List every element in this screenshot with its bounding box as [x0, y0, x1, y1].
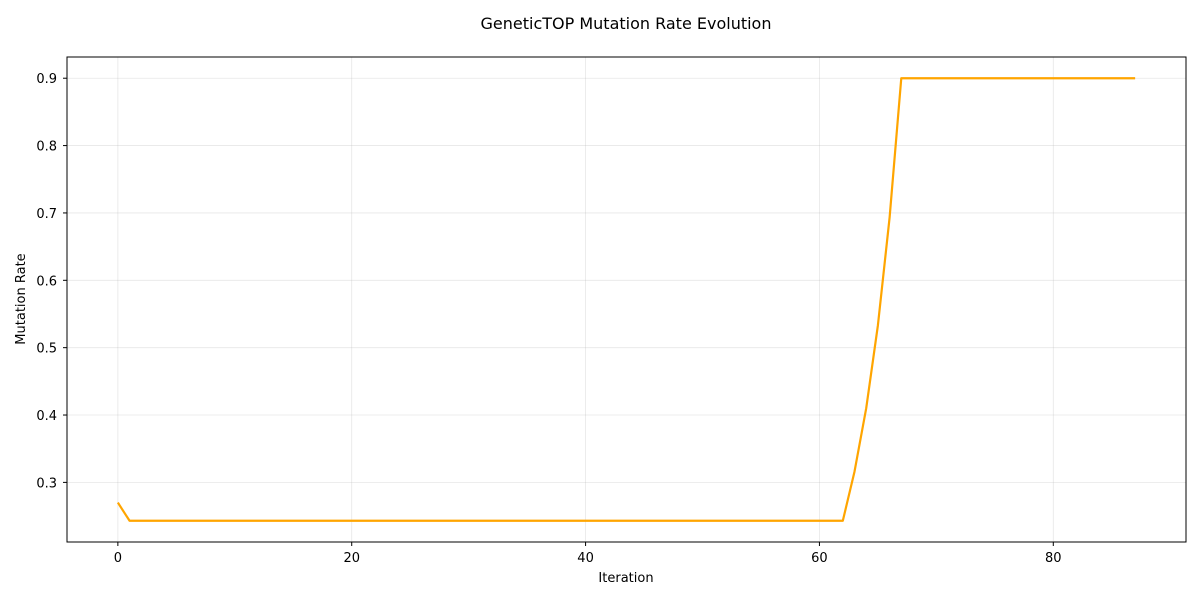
ticks: 0 20 40 60 80 0.3 0.4 0.5 0.6 0.7 0.8 0.9 — [36, 72, 1061, 566]
x-tick-label: 0 — [114, 551, 122, 566]
y-tick-label: 0.3 — [36, 476, 57, 491]
y-tick-label: 0.8 — [36, 140, 57, 155]
y-axis-label: Mutation Rate — [14, 253, 29, 344]
x-tick-label: 80 — [1045, 551, 1062, 566]
y-tick-label: 0.9 — [36, 72, 57, 87]
y-tick-label: 0.5 — [36, 342, 57, 357]
grid — [67, 57, 1186, 542]
chart-title: GeneticTOP Mutation Rate Evolution — [481, 14, 772, 33]
series-layer — [116, 77, 1136, 522]
x-tick-label: 20 — [343, 551, 360, 566]
plot-frame — [66, 56, 1187, 543]
series-line — [116, 77, 1136, 522]
y-tick-label: 0.4 — [36, 409, 57, 424]
y-tick-label: 0.7 — [36, 207, 57, 222]
x-tick-label: 40 — [577, 551, 594, 566]
x-tick-label: 60 — [811, 551, 828, 566]
x-axis-label: Iteration — [598, 571, 653, 586]
y-tick-label: 0.6 — [36, 274, 57, 289]
